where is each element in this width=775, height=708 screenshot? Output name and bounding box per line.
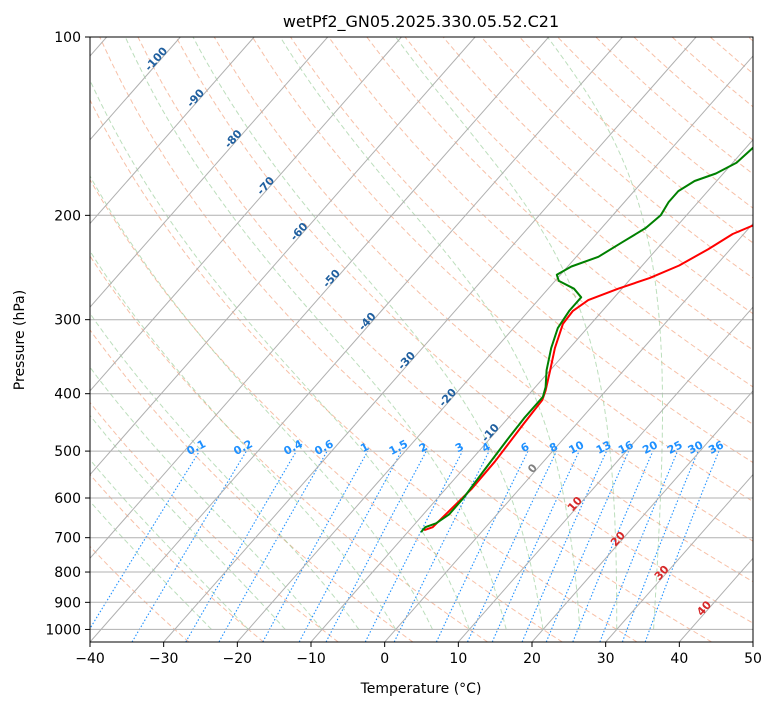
x-tick-label: 40	[670, 651, 688, 667]
y-tick-label: 600	[54, 491, 81, 507]
moist-adiabat-line	[124, 37, 507, 630]
mixing-ratio-line	[364, 450, 463, 642]
x-tick-label: 30	[597, 651, 615, 667]
isotherm-line	[90, 37, 550, 560]
y-tick-label: 300	[54, 313, 81, 329]
dry-adiabat-line	[90, 178, 563, 642]
moist-adiabat-line	[90, 312, 360, 630]
x-tick-label: −10	[296, 651, 326, 667]
x-tick-label: 20	[523, 651, 541, 667]
mixing-ratio-line	[325, 450, 427, 642]
chart-title: wetPf2_GN05.2025.330.05.52.C21	[283, 12, 559, 32]
isotherm-line	[605, 473, 753, 642]
mixing-ratio-line	[644, 450, 720, 642]
isotherm-line	[90, 37, 476, 476]
mixing-ratio-line	[491, 450, 580, 642]
isotherm-line	[90, 37, 181, 141]
mixing-ratio-line	[621, 450, 699, 642]
pressure-grid	[90, 37, 753, 630]
isotherm-line	[90, 37, 255, 225]
isotherm-line	[236, 55, 753, 642]
moist-adiabat-line	[279, 37, 581, 630]
isotherm-line	[457, 306, 753, 642]
profile-series	[420, 146, 753, 533]
isotherm-line	[531, 390, 753, 642]
isotherm-line	[310, 138, 753, 642]
y-tick-label: 400	[54, 387, 81, 403]
mixing-ratio-label: 10	[567, 438, 587, 457]
mixing-ratio-line	[218, 450, 328, 642]
y-tick-label: 100	[54, 30, 81, 46]
mixing-ratio-label: 30	[686, 438, 706, 457]
y-tick-label: 200	[54, 208, 81, 224]
dry-adiabat-line	[99, 37, 712, 642]
x-axis: −40 −30 −20 −10 0 10 20 30 40 50	[75, 642, 762, 667]
moist-adiabat-line	[547, 37, 663, 630]
background-lines	[90, 37, 753, 642]
dry-adiabat-line	[404, 37, 753, 351]
dry-adiabat-line	[90, 401, 339, 642]
plot-frame	[89, 36, 754, 643]
moist-adiabat-line	[90, 414, 286, 630]
mixing-ratio-label: 36	[706, 438, 726, 457]
moist-adiabat-line	[90, 458, 249, 630]
mixing-ratio-label: 13	[594, 438, 614, 457]
dry-adiabat-line	[175, 37, 753, 583]
x-tick-label: 50	[744, 651, 762, 667]
mixing-ratio-line	[545, 450, 630, 642]
x-tick-label: −40	[75, 651, 105, 667]
moist-adiabat-line	[90, 79, 470, 630]
moist-adiabat-line	[192, 37, 544, 630]
isotherm-line	[90, 37, 402, 392]
y-tick-label: 500	[54, 444, 81, 460]
isotherm-line	[384, 222, 753, 642]
mixing-ratio-line	[298, 450, 402, 642]
mixing-ratio-line	[262, 450, 369, 642]
x-tick-label: 10	[449, 651, 467, 667]
dry-adiabat-line	[90, 98, 638, 642]
dry-adiabat-line	[90, 255, 488, 642]
y-tick-label: 700	[54, 531, 81, 547]
mixing-ratio-line	[599, 450, 679, 642]
mixing-ratio-line	[521, 450, 608, 642]
isotherm-line	[90, 37, 329, 308]
y-tick-label: 1000	[45, 622, 81, 638]
y-tick-label: 800	[54, 565, 81, 581]
dry-adiabat-line	[251, 37, 753, 503]
moist-adiabat-line	[395, 37, 618, 630]
x-tick-label: −30	[149, 651, 179, 667]
moist-adiabat-line	[90, 250, 397, 630]
x-axis-label: Temperature (°C)	[360, 681, 482, 697]
dry-adiabat-line	[90, 473, 264, 642]
mixing-ratio-line	[90, 450, 200, 630]
mixing-ratio-label: 25	[665, 438, 685, 457]
x-tick-label: 0	[380, 651, 389, 667]
dewpoint-line	[420, 146, 753, 533]
mixing-ratio-label: 16	[616, 438, 636, 457]
moist-adiabat-line	[90, 366, 323, 630]
dry-adiabat-line	[328, 37, 753, 425]
mixing-ratio-line	[572, 450, 654, 642]
x-tick-label: −20	[223, 651, 253, 667]
dry-adiabat-line	[290, 37, 753, 464]
mixing-ratio-label: 20	[640, 438, 660, 457]
isotherm-line	[90, 37, 623, 642]
y-axis-label: Pressure (hPa)	[12, 290, 28, 390]
dry-adiabat-line	[137, 37, 753, 624]
dry-adiabat-line	[442, 37, 753, 315]
moist-adiabat-line	[90, 175, 433, 630]
mixing-ratio-line	[466, 450, 557, 642]
y-axis: 100 200 300 400 500 600 700 800 900 1000	[45, 30, 90, 638]
y-tick-label: 900	[54, 595, 81, 611]
isotherm-line	[163, 37, 697, 642]
moist-adiabat-line	[90, 500, 212, 630]
mixing-ratio-line	[435, 450, 529, 642]
